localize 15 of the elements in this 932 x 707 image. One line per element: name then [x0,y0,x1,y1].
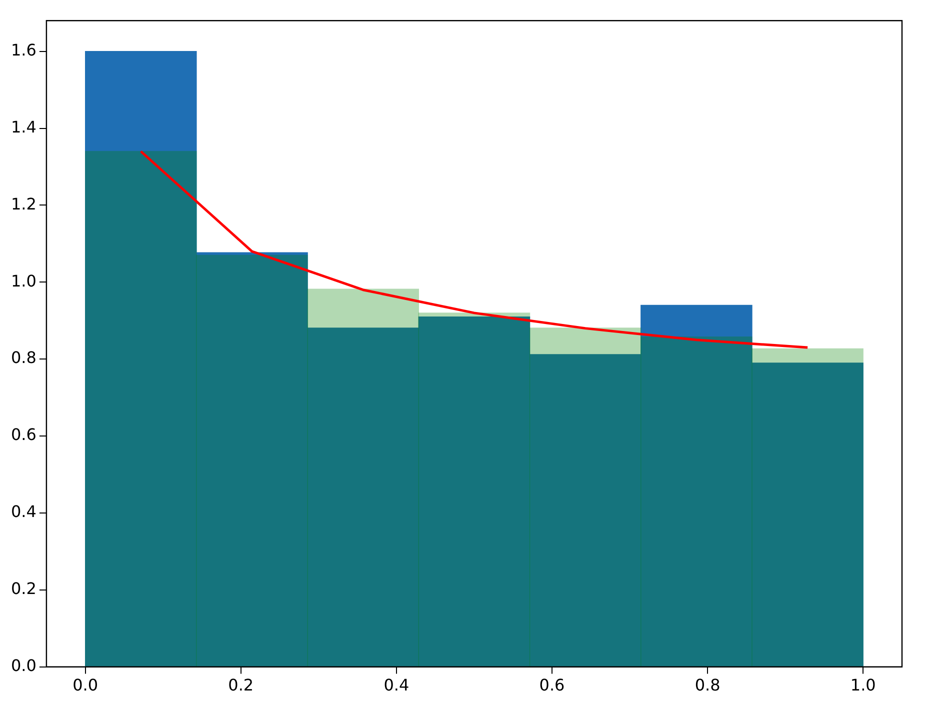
x-tick-label: 1.0 [850,676,876,695]
x-tick-label: 0.2 [228,676,254,695]
y-tick-label: 1.0 [10,271,36,290]
x-tick-label: 0.0 [72,676,98,695]
x-tick-label: 0.4 [384,676,410,695]
x-tick-label: 0.8 [694,676,720,695]
y-tick-label: 0.4 [10,502,36,522]
y-tick-label: 1.4 [10,117,36,136]
y-tick-label: 1.6 [10,40,36,60]
y-tick-label: 0.6 [10,425,36,444]
x-tick-label: 0.6 [539,676,565,695]
y-tick-label: 0.2 [10,579,36,598]
y-tick-label: 1.2 [10,194,36,214]
y-tick-label: 0.8 [10,348,36,368]
y-tick-label: 0.0 [10,656,36,675]
